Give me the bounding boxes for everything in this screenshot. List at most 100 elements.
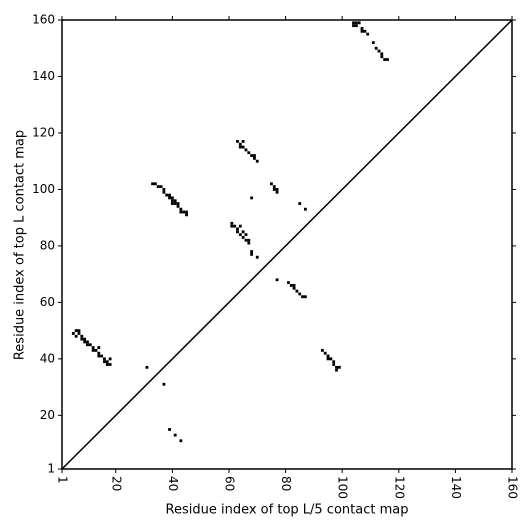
contact [156, 185, 160, 189]
contact [179, 207, 183, 211]
contact [170, 196, 174, 200]
contact [323, 351, 327, 355]
contact [301, 295, 304, 299]
y-tick-label: 100 [32, 182, 55, 196]
contact [352, 21, 355, 25]
contact [83, 337, 87, 341]
contact [250, 154, 254, 157]
contact [241, 140, 245, 143]
contact [380, 55, 384, 59]
contact [320, 348, 324, 352]
contact [363, 29, 367, 33]
contact [354, 21, 358, 25]
contact [230, 224, 234, 228]
contact [173, 199, 177, 203]
contact [332, 363, 336, 366]
contact [103, 357, 106, 361]
contact [374, 46, 378, 50]
contact [250, 250, 254, 253]
contact [352, 24, 355, 28]
contact [91, 346, 95, 349]
contact [326, 354, 330, 358]
contact [298, 292, 302, 296]
x-tick-label: 80 [279, 476, 293, 491]
contact [94, 348, 98, 352]
contact [185, 213, 188, 217]
contact [145, 365, 149, 369]
contact [292, 284, 296, 287]
contact [179, 439, 183, 443]
contact [80, 334, 84, 338]
x-tick-label: 1 [56, 476, 70, 484]
contact [360, 27, 364, 30]
contact [86, 343, 89, 347]
contact [295, 289, 299, 293]
contact [270, 182, 273, 186]
contact [185, 210, 188, 214]
contact [337, 365, 341, 369]
contact [86, 340, 89, 344]
contact [91, 348, 95, 352]
contact [253, 156, 256, 160]
contact [360, 29, 364, 33]
y-tick-label: 140 [32, 69, 55, 83]
contact [326, 357, 330, 361]
contact [165, 193, 169, 197]
diagonal [61, 19, 513, 470]
contact [386, 58, 389, 61]
contact [253, 154, 256, 157]
contact [153, 182, 157, 186]
contact [108, 357, 112, 361]
contact [247, 241, 251, 245]
contact [241, 236, 245, 239]
contact [108, 363, 112, 366]
x-tick-label: 40 [166, 476, 180, 491]
contact [357, 21, 361, 25]
contact [162, 188, 166, 191]
y-tick-label: 120 [32, 125, 55, 139]
y-axis-label: Residue index of top L contact map [13, 130, 28, 360]
contact [168, 193, 171, 197]
contact [238, 224, 242, 228]
contact [335, 365, 338, 369]
contact [236, 230, 239, 234]
contact [162, 382, 166, 386]
y-tick-label: 60 [40, 295, 55, 309]
x-tick-label: 20 [109, 476, 123, 491]
contact [241, 230, 245, 234]
contact [83, 340, 87, 344]
contact [105, 360, 109, 364]
contact [176, 204, 180, 208]
contact [159, 185, 163, 189]
contact [244, 233, 248, 237]
contact [151, 182, 154, 186]
contact [272, 188, 276, 191]
contact [170, 202, 174, 205]
contact [303, 207, 307, 211]
x-tick-label: 160 [506, 476, 520, 499]
contact [292, 286, 296, 290]
x-tick-label: 100 [336, 476, 350, 499]
contact [162, 190, 166, 194]
contact [244, 238, 248, 242]
contact [88, 343, 92, 347]
x-tick-label: 120 [392, 476, 406, 499]
contact [71, 332, 75, 335]
y-tick-label: 160 [32, 13, 55, 27]
contact [233, 224, 237, 228]
contact [335, 368, 338, 372]
contact [275, 278, 279, 282]
contact [238, 142, 242, 146]
contact [275, 190, 279, 194]
contact [179, 210, 183, 214]
x-axis-label: Residue index of top L/5 contact map [166, 503, 409, 518]
contact [236, 140, 239, 143]
contact [244, 148, 248, 152]
contact [255, 159, 259, 163]
x-tick-label: 140 [449, 476, 463, 499]
contact [383, 58, 387, 61]
y-tick-label: 80 [40, 238, 55, 252]
contact [77, 332, 81, 335]
contact [289, 284, 293, 287]
contact [170, 199, 174, 203]
